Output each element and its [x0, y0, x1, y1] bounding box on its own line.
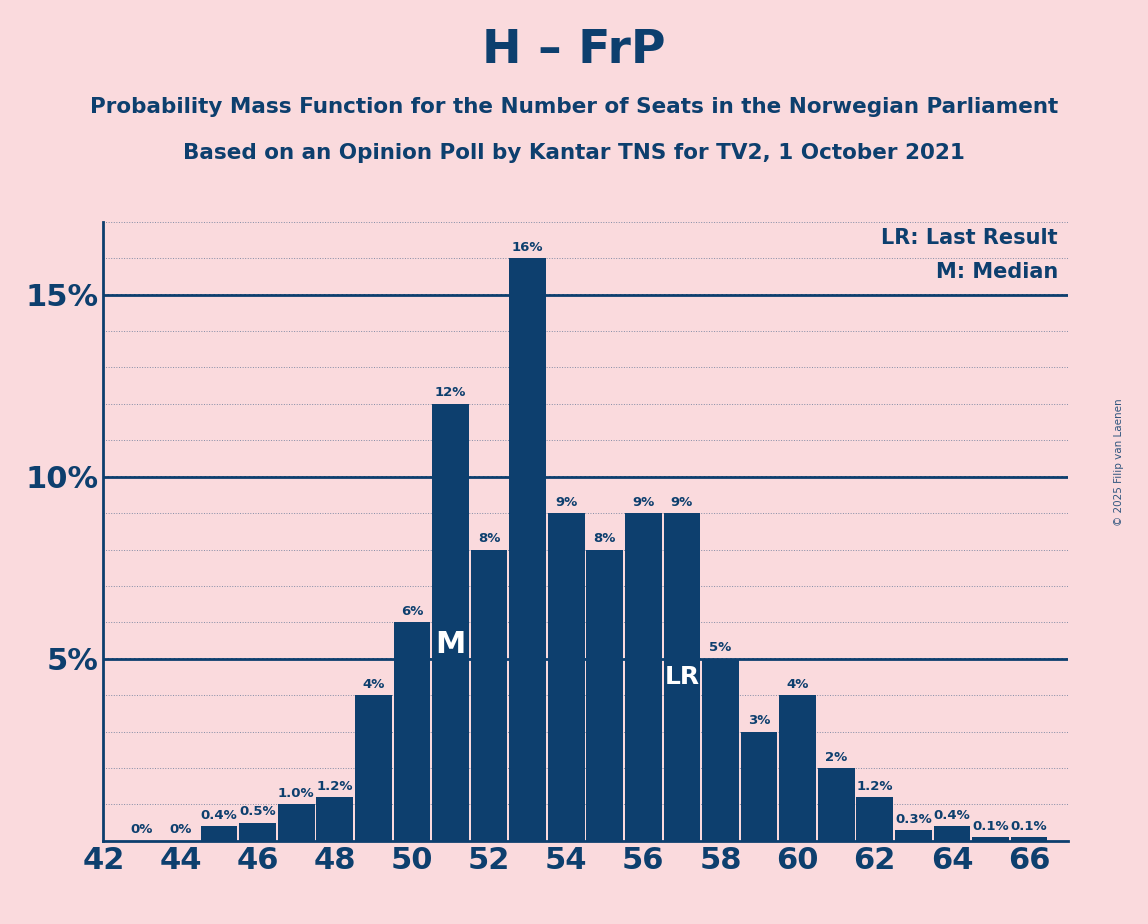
Text: 9%: 9% [670, 495, 693, 509]
Text: 2%: 2% [825, 750, 847, 763]
Text: 0.3%: 0.3% [895, 812, 932, 825]
Bar [355, 695, 391, 841]
Bar [317, 797, 354, 841]
Bar [1010, 837, 1047, 841]
Text: 6%: 6% [401, 605, 424, 618]
Text: 0%: 0% [131, 823, 153, 836]
Bar [933, 826, 970, 841]
Bar [972, 837, 1009, 841]
Text: 4%: 4% [362, 678, 385, 691]
Text: M: M [435, 629, 466, 659]
Bar [895, 830, 932, 841]
Bar [239, 822, 276, 841]
Text: M: Median: M: Median [936, 262, 1058, 282]
Bar [817, 768, 854, 841]
Bar [779, 695, 816, 841]
Bar [587, 550, 623, 841]
Text: 3%: 3% [747, 714, 770, 727]
Text: LR: Last Result: LR: Last Result [882, 228, 1058, 248]
Text: H – FrP: H – FrP [482, 28, 666, 73]
Bar [201, 826, 238, 841]
Text: 0.4%: 0.4% [933, 808, 970, 822]
Text: 0.5%: 0.5% [239, 805, 276, 819]
Bar [664, 513, 700, 841]
Bar [625, 513, 661, 841]
Text: 9%: 9% [556, 495, 577, 509]
Text: Based on an Opinion Poll by Kantar TNS for TV2, 1 October 2021: Based on an Opinion Poll by Kantar TNS f… [183, 143, 965, 164]
Text: 1.0%: 1.0% [278, 787, 315, 800]
Text: 8%: 8% [478, 532, 501, 545]
Bar [856, 797, 893, 841]
Bar [548, 513, 584, 841]
Text: 0.1%: 0.1% [972, 820, 1009, 833]
Bar [510, 258, 546, 841]
Text: 9%: 9% [633, 495, 654, 509]
Text: LR: LR [665, 665, 699, 689]
Bar [278, 805, 315, 841]
Bar [432, 404, 468, 841]
Bar [471, 550, 507, 841]
Text: 8%: 8% [594, 532, 616, 545]
Bar [703, 659, 739, 841]
Text: 4%: 4% [786, 678, 809, 691]
Text: 1.2%: 1.2% [856, 780, 893, 793]
Text: 0.1%: 0.1% [1010, 820, 1047, 833]
Text: 16%: 16% [512, 241, 543, 254]
Text: 0%: 0% [169, 823, 192, 836]
Bar [740, 732, 777, 841]
Bar [394, 623, 430, 841]
Text: 0.4%: 0.4% [201, 808, 238, 822]
Text: 1.2%: 1.2% [317, 780, 352, 793]
Text: 12%: 12% [435, 386, 466, 399]
Text: 5%: 5% [709, 641, 731, 654]
Text: Probability Mass Function for the Number of Seats in the Norwegian Parliament: Probability Mass Function for the Number… [90, 97, 1058, 117]
Text: © 2025 Filip van Laenen: © 2025 Filip van Laenen [1115, 398, 1124, 526]
